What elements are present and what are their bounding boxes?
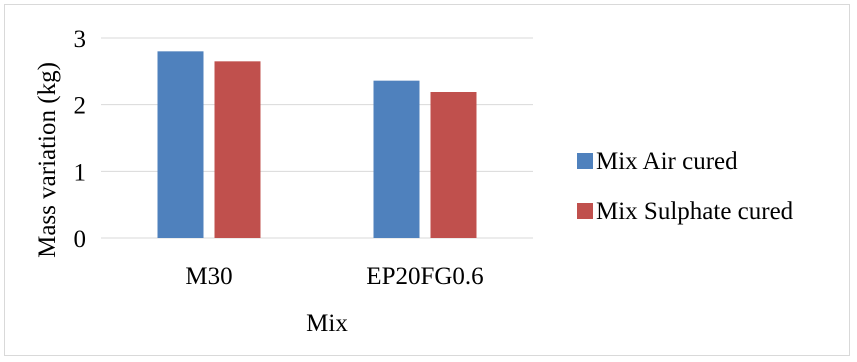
legend-swatch — [577, 153, 593, 169]
bar-air-cured — [373, 80, 420, 239]
y-tick-label: 2 — [74, 93, 87, 120]
legend-swatch — [577, 203, 593, 219]
x-axis-tick-labels: M30 EP20FG0.6 — [185, 263, 483, 290]
legend-label: Mix Air cured — [596, 148, 738, 175]
bar-sulphate-cured — [430, 92, 477, 238]
y-tick-label: 0 — [74, 226, 87, 253]
legend: Mix Air cured Mix Sulphate cured — [577, 148, 794, 225]
bar-air-cured — [157, 51, 204, 239]
chart-area — [4, 4, 850, 356]
legend-label: Mix Sulphate cured — [596, 198, 794, 225]
y-axis-title: Mass variation (kg) — [34, 62, 61, 258]
y-tick-label: 3 — [74, 26, 87, 53]
x-axis-title: Mix — [306, 310, 348, 337]
bar-sulphate-cured — [214, 61, 261, 239]
x-tick-label: EP20FG0.6 — [366, 263, 483, 290]
y-axis-tick-labels: 0 1 2 3 — [74, 26, 87, 253]
x-tick-label: M30 — [185, 263, 232, 290]
y-tick-label: 1 — [74, 159, 87, 186]
bars — [157, 51, 477, 239]
